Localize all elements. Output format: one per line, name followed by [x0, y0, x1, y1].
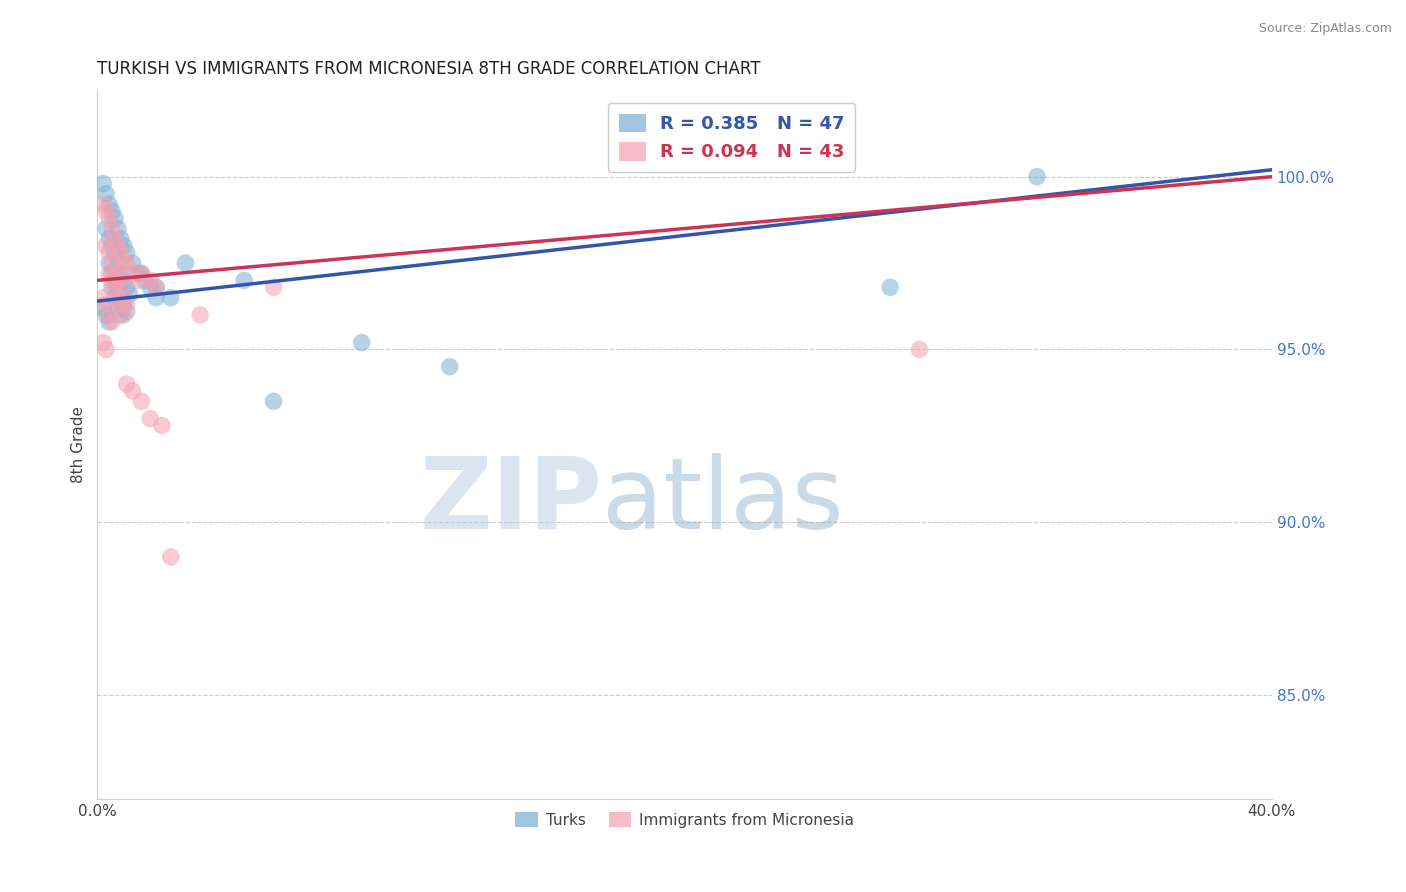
Point: [107, 301, 129, 315]
Point: [150, 418, 173, 433]
Point: [107, 239, 129, 253]
Point: [159, 291, 181, 305]
Point: [145, 280, 167, 294]
Legend: Turks, Immigrants from Micronesia: Turks, Immigrants from Micronesia: [509, 805, 860, 834]
Point: [121, 267, 143, 281]
Point: [439, 359, 461, 374]
Point: [110, 267, 132, 281]
Point: [101, 280, 124, 294]
Point: [96, 343, 118, 357]
Point: [112, 291, 135, 305]
Point: [101, 256, 124, 270]
Point: [96, 204, 118, 219]
Point: [98, 315, 121, 329]
Point: [104, 273, 127, 287]
Point: [104, 280, 127, 294]
Point: [139, 280, 162, 294]
Point: [107, 280, 129, 294]
Point: [174, 256, 197, 270]
Point: [104, 211, 127, 226]
Text: Source: ZipAtlas.com: Source: ZipAtlas.com: [1258, 22, 1392, 36]
Point: [121, 256, 143, 270]
Point: [98, 197, 121, 211]
Text: atlas: atlas: [602, 453, 844, 549]
Point: [131, 267, 153, 281]
Y-axis label: 8th Grade: 8th Grade: [72, 406, 86, 483]
Point: [91, 197, 114, 211]
Point: [98, 232, 121, 246]
Point: [107, 273, 129, 287]
Point: [115, 377, 138, 392]
Point: [101, 239, 124, 253]
Point: [96, 308, 118, 322]
Point: [115, 297, 138, 311]
Point: [233, 273, 256, 287]
Point: [96, 239, 118, 253]
Point: [101, 273, 124, 287]
Point: [263, 394, 285, 409]
Point: [115, 280, 138, 294]
Point: [101, 221, 124, 235]
Point: [101, 267, 124, 281]
Point: [110, 308, 132, 322]
Point: [104, 267, 127, 281]
Point: [188, 308, 211, 322]
Point: [110, 245, 132, 260]
Point: [96, 221, 118, 235]
Point: [1026, 169, 1049, 184]
Point: [131, 394, 153, 409]
Point: [98, 267, 121, 281]
Point: [112, 297, 135, 311]
Point: [107, 291, 129, 305]
Point: [91, 177, 114, 191]
Point: [104, 245, 127, 260]
Point: [145, 291, 167, 305]
Point: [110, 280, 132, 294]
Point: [112, 273, 135, 287]
Point: [159, 549, 181, 564]
Point: [104, 232, 127, 246]
Point: [110, 232, 132, 246]
Point: [139, 273, 162, 287]
Point: [98, 256, 121, 270]
Point: [127, 267, 149, 281]
Point: [104, 291, 127, 305]
Point: [110, 297, 132, 311]
Point: [91, 335, 114, 350]
Point: [98, 245, 121, 260]
Point: [96, 297, 118, 311]
Point: [908, 343, 931, 357]
Point: [91, 301, 114, 315]
Point: [127, 273, 149, 287]
Point: [112, 239, 135, 253]
Text: TURKISH VS IMMIGRANTS FROM MICRONESIA 8TH GRADE CORRELATION CHART: TURKISH VS IMMIGRANTS FROM MICRONESIA 8T…: [97, 60, 761, 78]
Point: [112, 308, 135, 322]
Point: [115, 245, 138, 260]
Point: [91, 291, 114, 305]
Point: [879, 280, 901, 294]
Point: [107, 221, 129, 235]
Point: [101, 315, 124, 329]
Point: [131, 267, 153, 281]
Text: ZIP: ZIP: [419, 453, 602, 549]
Point: [112, 256, 135, 270]
Point: [98, 211, 121, 226]
Point: [118, 287, 141, 301]
Point: [145, 280, 167, 294]
Point: [107, 256, 129, 270]
Point: [121, 384, 143, 398]
Point: [101, 204, 124, 219]
Point: [139, 411, 162, 425]
Point: [96, 186, 118, 201]
Point: [115, 256, 138, 270]
Point: [263, 280, 285, 294]
Point: [98, 308, 121, 322]
Point: [350, 335, 373, 350]
Point: [134, 273, 156, 287]
Point: [110, 291, 132, 305]
Point: [115, 304, 138, 318]
